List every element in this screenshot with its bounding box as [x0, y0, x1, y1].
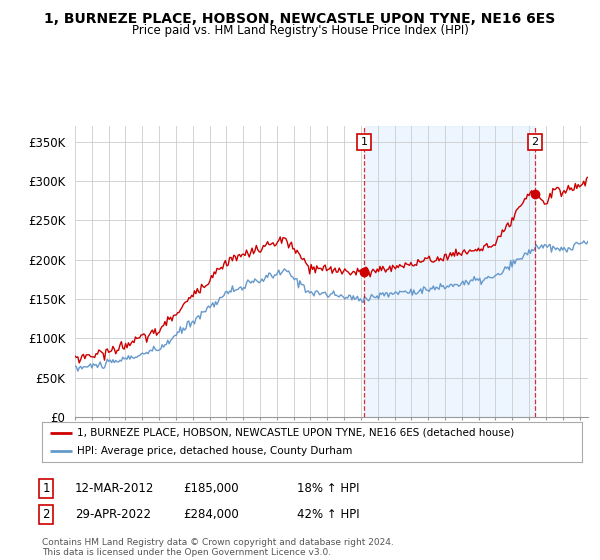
Text: 42% ↑ HPI: 42% ↑ HPI — [297, 507, 359, 521]
Text: 1: 1 — [361, 137, 368, 147]
Text: 29-APR-2022: 29-APR-2022 — [75, 507, 151, 521]
Text: £284,000: £284,000 — [183, 507, 239, 521]
Text: 18% ↑ HPI: 18% ↑ HPI — [297, 482, 359, 496]
Text: 2: 2 — [531, 137, 538, 147]
Text: HPI: Average price, detached house, County Durham: HPI: Average price, detached house, Coun… — [77, 446, 352, 456]
Text: Contains HM Land Registry data © Crown copyright and database right 2024.
This d: Contains HM Land Registry data © Crown c… — [42, 538, 394, 557]
Text: 12-MAR-2012: 12-MAR-2012 — [75, 482, 154, 496]
Text: £185,000: £185,000 — [183, 482, 239, 496]
Text: 2: 2 — [43, 507, 50, 521]
Text: 1, BURNEZE PLACE, HOBSON, NEWCASTLE UPON TYNE, NE16 6ES (detached house): 1, BURNEZE PLACE, HOBSON, NEWCASTLE UPON… — [77, 428, 514, 437]
Text: 1, BURNEZE PLACE, HOBSON, NEWCASTLE UPON TYNE, NE16 6ES: 1, BURNEZE PLACE, HOBSON, NEWCASTLE UPON… — [44, 12, 556, 26]
Text: 1: 1 — [43, 482, 50, 496]
Text: Price paid vs. HM Land Registry's House Price Index (HPI): Price paid vs. HM Land Registry's House … — [131, 24, 469, 36]
